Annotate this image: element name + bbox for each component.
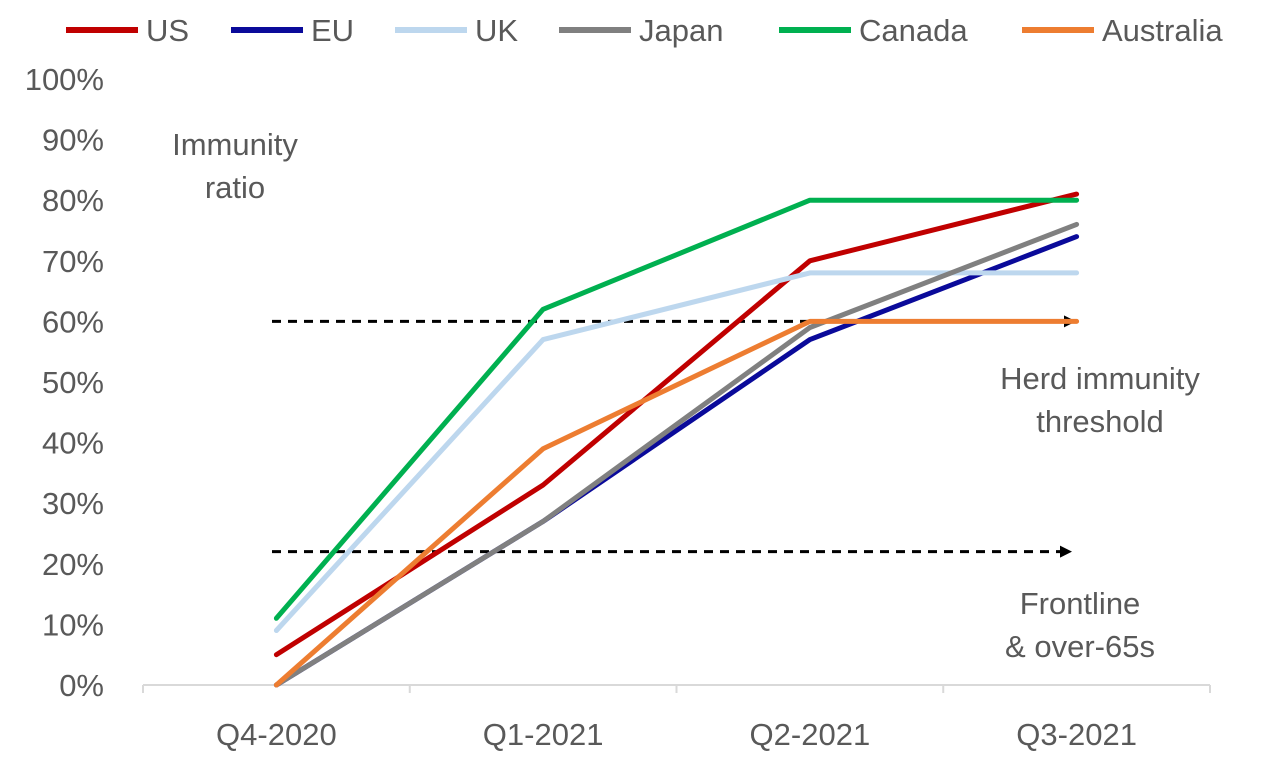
legend-item-us: US — [66, 13, 189, 48]
x-tick-label: Q3-2021 — [1016, 717, 1137, 752]
y-tick-label: 90% — [42, 123, 104, 158]
y-tick-label: 10% — [42, 607, 104, 642]
y-tick-label: 60% — [42, 304, 104, 339]
series-line-canada — [273, 197, 1080, 621]
y-tick-label: 50% — [42, 365, 104, 400]
series-line-uk — [273, 270, 1080, 633]
x-tick-label: Q4-2020 — [216, 717, 337, 752]
axis-layer: 0% 10% 20% 30% 40% 50% 60% 70% 80% 90% 100% Q4-2020… — [25, 62, 1211, 752]
y-tick-label: 0% — [59, 668, 104, 703]
y-axis-title-line-1: Immunity — [172, 127, 298, 162]
series-line-japan — [273, 221, 1080, 688]
legend-label: UK — [475, 13, 518, 48]
legend-item-eu: EU — [231, 13, 354, 48]
herd-annotation-label: threshold — [1036, 404, 1164, 439]
legend-item-uk: UK — [395, 13, 518, 48]
y-tick-label: 20% — [42, 547, 104, 582]
x-tick-label: Q1-2021 — [483, 717, 604, 752]
annotation-layer: Herd immunity threshold Frontline & over-65… — [272, 315, 1200, 664]
y-tick-label: 80% — [42, 183, 104, 218]
frontline-annotation-label: Frontline — [1020, 586, 1141, 621]
legend-label: US — [146, 13, 189, 48]
y-tick-label: 40% — [42, 426, 104, 461]
series-layer — [273, 191, 1080, 688]
legend: US EU UK Japan Canada Australia — [66, 13, 1223, 48]
y-tick-label: 70% — [42, 244, 104, 279]
y-tick-label: 100% — [25, 62, 104, 97]
series-line-australia — [273, 318, 1080, 688]
y-axis-title-line-2: ratio — [205, 170, 265, 205]
legend-label: Canada — [859, 13, 968, 48]
legend-item-japan: Japan — [559, 13, 723, 48]
y-tick-label: 30% — [42, 486, 104, 521]
legend-label: EU — [311, 13, 354, 48]
legend-item-australia: Australia — [1022, 13, 1223, 48]
legend-label: Japan — [639, 13, 723, 48]
x-tick-label: Q2-2021 — [750, 717, 871, 752]
legend-item-canada: Canada — [779, 13, 968, 48]
legend-label: Australia — [1102, 13, 1223, 48]
herd-annotation-label: Herd immunity — [1000, 361, 1200, 396]
frontline-annotation-label: & over-65s — [1005, 629, 1155, 664]
